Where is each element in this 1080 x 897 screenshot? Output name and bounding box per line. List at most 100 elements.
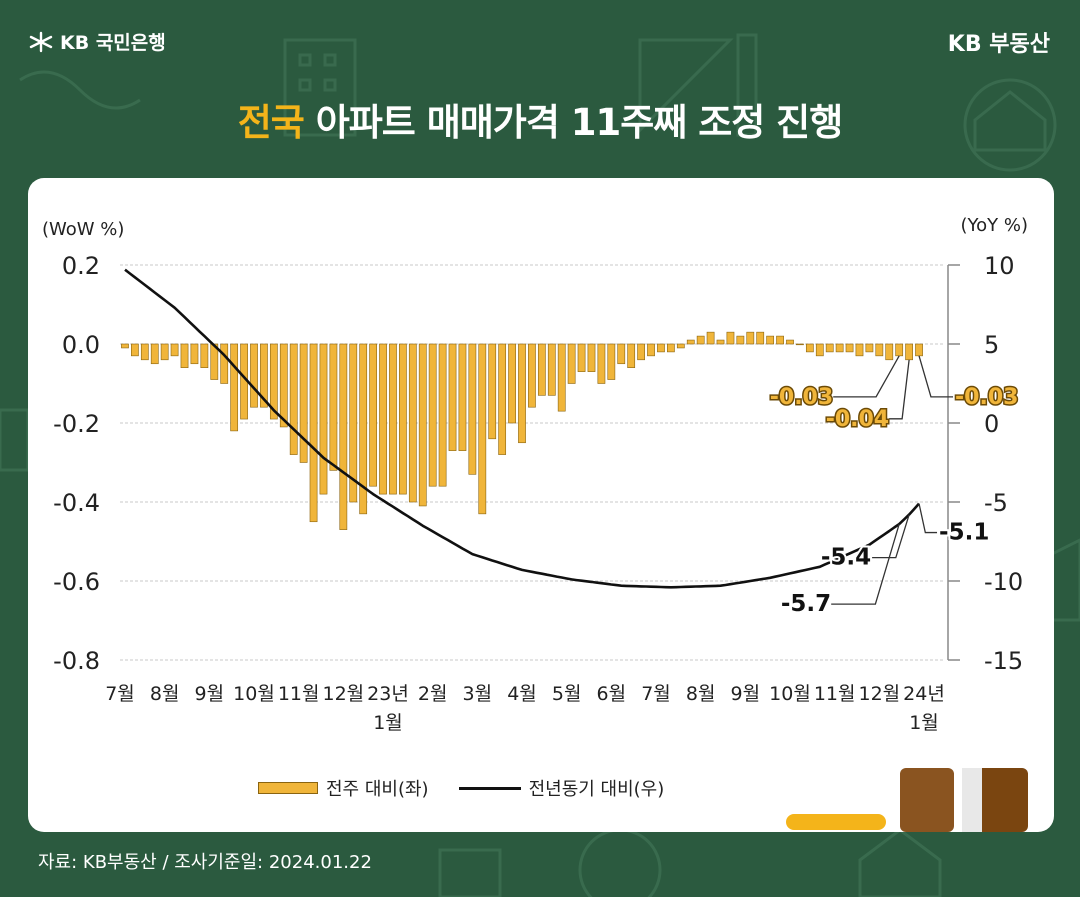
- annotation-leader: [831, 523, 900, 605]
- y-tick-left: -0.8: [53, 647, 100, 675]
- bar: [329, 343, 338, 471]
- x-tick-label: 23년: [367, 683, 409, 705]
- building-icon: [283, 38, 357, 137]
- legend-label-bar: 전주 대비(좌): [326, 779, 429, 800]
- bar: [279, 343, 288, 428]
- bar: [627, 343, 636, 369]
- bar: [180, 343, 189, 369]
- bar: [131, 343, 139, 357]
- house-icon: [973, 90, 1047, 152]
- bar: [895, 343, 904, 357]
- annotation-leader: [833, 355, 900, 398]
- x-tick-label: 7월: [105, 683, 135, 705]
- bar: [657, 343, 665, 353]
- title-rest: 아파트 매매가격 11주째 조정 진행: [303, 101, 844, 144]
- y-tick-right: 5: [984, 331, 999, 359]
- bar: [468, 343, 477, 475]
- bar: [845, 343, 854, 353]
- y-tick-right: 10: [984, 252, 1015, 280]
- bar: [726, 331, 735, 345]
- bar: [875, 343, 884, 357]
- bar: [796, 343, 804, 346]
- x-tick-label: 9월: [731, 683, 761, 705]
- bar: [309, 343, 318, 523]
- bar: [607, 343, 616, 380]
- bar: [537, 343, 546, 396]
- annotation-label-yoy: -5.7: [781, 591, 831, 617]
- bar: [915, 343, 923, 357]
- bar: [140, 343, 149, 361]
- bar: [339, 343, 348, 530]
- x-tick-label: 2월: [418, 683, 448, 705]
- brand-name: KB 부동산: [947, 32, 1050, 57]
- bar: [150, 343, 159, 365]
- x-tick-label: 24년: [903, 683, 945, 705]
- x-tick-label: 5월: [552, 683, 582, 705]
- bar: [230, 343, 239, 432]
- bar: [160, 343, 169, 361]
- bar: [766, 335, 775, 345]
- bar: [567, 343, 576, 384]
- bar: [667, 343, 675, 353]
- bar: [597, 343, 606, 384]
- bar: [190, 343, 199, 365]
- page-title: 전국 아파트 매매가격 11주째 조정 진행: [0, 92, 1080, 146]
- bar: [438, 343, 447, 487]
- annotation-leader: [918, 503, 938, 534]
- kb-bank-logo: KB 국민은행: [28, 28, 166, 55]
- x-tick-sublabel: 1월: [373, 712, 403, 734]
- bar: [399, 343, 407, 495]
- bar: [299, 343, 308, 463]
- x-tick-label: 4월: [507, 683, 537, 705]
- logo-text: KB 국민은행: [60, 32, 166, 54]
- x-tick-label: 7월: [641, 683, 671, 705]
- legend-swatch-line: [458, 786, 521, 790]
- annotation-label-wow: -0.03: [955, 385, 1018, 410]
- x-tick-label: 11월: [814, 683, 856, 705]
- bar: [418, 343, 427, 507]
- bar: [289, 343, 298, 455]
- bar: [170, 343, 179, 357]
- y-tick-right: -15: [984, 647, 1023, 675]
- bar: [905, 343, 913, 361]
- y-tick-right: -5: [984, 489, 1008, 517]
- x-tick-label: 9월: [195, 683, 225, 705]
- y-axis-label-left: (WoW %): [42, 219, 124, 240]
- bar: [855, 343, 864, 357]
- y-tick-right: -10: [984, 568, 1023, 596]
- y-tick-right: 0: [984, 410, 999, 438]
- bar: [528, 343, 536, 408]
- bar: [389, 343, 397, 495]
- annotation-leader: [871, 514, 910, 559]
- decorative-book: [982, 768, 1028, 832]
- bar: [716, 339, 725, 345]
- bar: [706, 331, 715, 345]
- bar: [835, 343, 844, 353]
- bar: [805, 343, 814, 353]
- annotation-label-wow: -0.03: [770, 385, 833, 410]
- chart: (WoW %) (YoY %) 0.2 0.0 -0.2 -0.4 -0.6 -0.8 10 5 0…: [42, 215, 1028, 734]
- bar: [557, 343, 566, 412]
- yoy-line: [124, 268, 920, 589]
- bar: [547, 343, 556, 396]
- bar: [587, 343, 596, 372]
- bar: [260, 343, 268, 408]
- bar: [478, 343, 487, 515]
- bar: [488, 343, 497, 440]
- bar: [121, 343, 129, 349]
- x-tick-sublabel: 1월: [909, 712, 939, 734]
- bar: [379, 343, 387, 495]
- bar: [408, 343, 417, 503]
- annotation-label-yoy: -5.1: [939, 520, 989, 546]
- x-tick-label: 8월: [150, 683, 180, 705]
- x-tick-label: 10월: [769, 683, 811, 705]
- bar: [676, 343, 685, 349]
- bar: [786, 339, 794, 345]
- y-tick-left: -0.2: [53, 410, 100, 438]
- bar: [349, 343, 358, 503]
- bar: [756, 331, 765, 345]
- bar: [200, 343, 209, 369]
- bar: [498, 343, 507, 455]
- annotation-leader: [918, 355, 954, 398]
- kb-star-icon: [29, 31, 53, 52]
